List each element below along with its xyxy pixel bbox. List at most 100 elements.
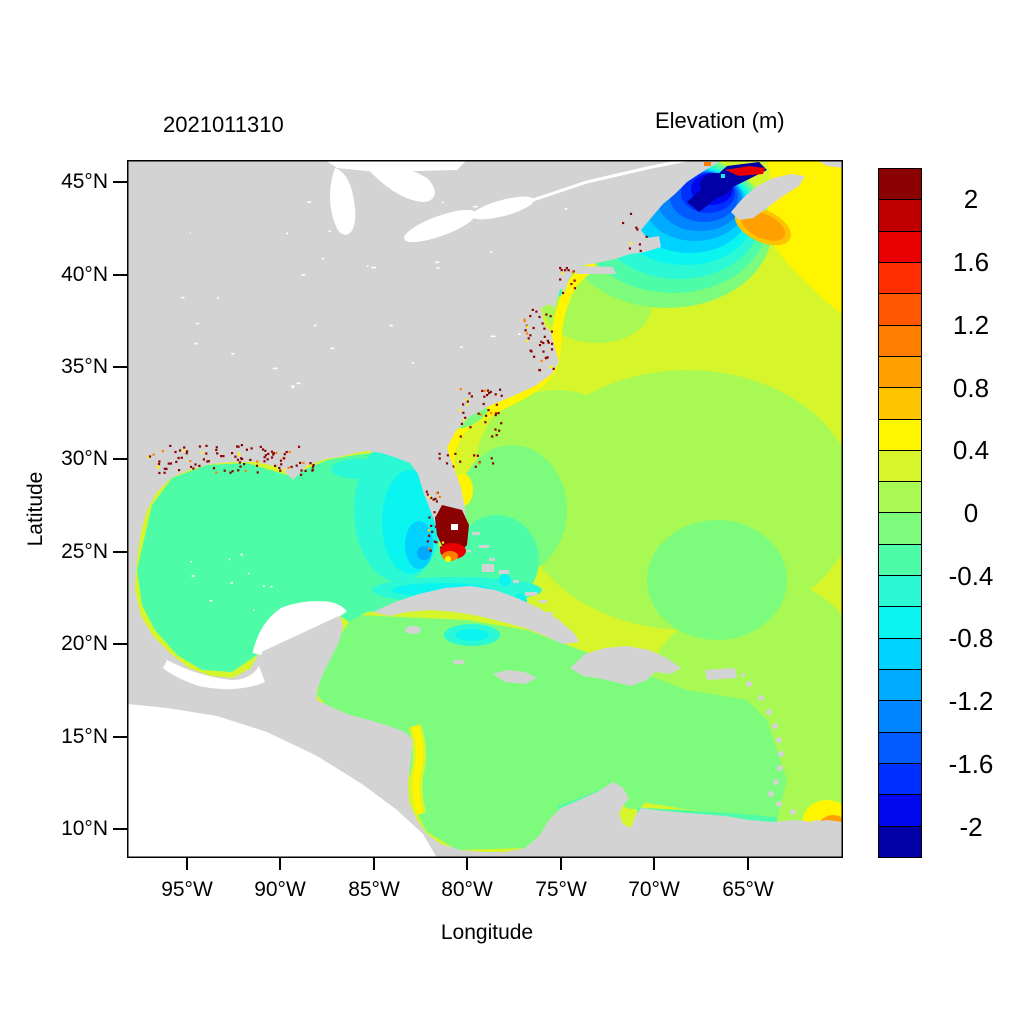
wetland-speckle [550,330,553,333]
bahamas-islet [539,600,547,603]
wetland-speckle [428,516,431,519]
wetland-speckle [441,528,444,531]
wetland-speckle [530,350,533,353]
lesser-antilles-islands [741,673,824,832]
colorbar-band [879,826,921,857]
inland-lake-speck [196,322,199,325]
inland-lake-speck [181,296,185,299]
hispaniola-island [570,646,681,686]
land-layer [127,160,843,858]
wetland-speckle [488,392,491,395]
wetland-speckle [552,367,555,370]
wetland-speckle [243,463,246,466]
y-tick-label: 20°N [61,632,108,655]
wetland-speckle [158,460,161,463]
colorbar-band [879,388,921,420]
wetland-speckle [459,460,462,463]
inland-lake-speck [231,353,235,355]
wetland-speckle [238,461,241,464]
wetland-speckle [234,455,237,458]
wetland-speckle [311,469,314,472]
inland-lake-speck [209,600,213,602]
wetland-speckle [237,452,240,455]
wetland-speckle [302,461,305,465]
wetland-speckle [270,456,274,459]
wetland-speckle [205,444,208,447]
wetland-speckle [244,469,247,472]
wetland-speckle [295,464,298,467]
wetland-speckle [439,546,443,549]
colorbar-band [879,701,921,733]
nova-scotia-land [731,174,805,220]
y-tick-label: 45°N [61,170,108,193]
colorbar-band [879,356,921,389]
antilles-islet [778,751,784,757]
colorbar-tick-label: 0.8 [952,372,990,403]
inland-lake-speck [194,342,198,345]
wetland-speckle [459,388,462,391]
wetland-speckle [189,460,192,463]
x-tick-label: 90°W [254,878,306,901]
inland-lake-speck [518,333,521,335]
wetland-speckle [427,529,430,532]
wetland-speckle [256,471,259,474]
north-central-america-land [127,160,843,858]
wetland-speckle [263,456,266,459]
wetland-speckle [485,414,488,417]
bahamas-cyan-spot [499,574,511,586]
wetland-speckle [186,450,189,453]
wetland-speckle [428,534,431,537]
inland-lake-speck [190,560,192,563]
wetland-speckle [279,469,282,472]
wetland-speckle [237,469,240,472]
wetland-speckle [446,454,449,457]
bahamas-islet [472,532,480,535]
y-tick-mark [113,643,127,645]
wetland-speckle [477,412,480,415]
wetland-speckle [466,400,469,403]
wetland-speckle [190,465,193,468]
wetland-speckle [466,403,469,406]
coastal-wetland-speckles [147,201,648,648]
map-frame [127,160,843,858]
wetland-speckle [306,465,309,468]
wetland-speckle [174,450,177,454]
lake-okeechobee [451,524,458,530]
colorbar-band [879,638,921,670]
wetland-speckle [445,462,449,465]
colorbar-tick-label: -2 [959,811,983,842]
colorbar-band [879,262,921,295]
colorbar-title: Elevation (m) [655,108,785,133]
wetland-speckle [465,398,468,401]
georgia-coast-patch [456,407,488,429]
wetland-speckle [486,389,490,392]
jamaica-island [493,670,537,684]
wetland-speckle [182,449,185,452]
wetland-speckle [435,541,438,544]
wetland-speckle [285,450,288,454]
wetland-speckle [434,497,437,500]
wetland-speckle [212,467,216,470]
wetland-speckle [433,540,436,543]
wetland-speckle [543,335,546,338]
inland-lake-speck [253,609,255,611]
x-tick-mark [466,858,468,870]
colorbar-tick-label: 1.6 [952,247,990,278]
antilles-islet [772,723,778,729]
x-tick-mark [186,858,188,870]
wetland-speckle [167,462,170,465]
wetland-speckle [256,460,259,463]
antilles-islet [776,801,782,807]
x-axis-label: Longitude [440,921,534,944]
wetland-speckle [527,337,530,340]
wetland-speckle [435,492,439,495]
wetland-speckle [551,342,554,345]
colorbar-tick-label: -1.2 [948,686,994,717]
wetland-speckle [628,247,631,250]
wetland-speckle [500,422,503,425]
wetland-speckle [207,460,210,463]
wetland-speckle [542,350,545,353]
y-axis-label: Latitude [24,471,47,547]
wetland-speckle [433,511,436,514]
